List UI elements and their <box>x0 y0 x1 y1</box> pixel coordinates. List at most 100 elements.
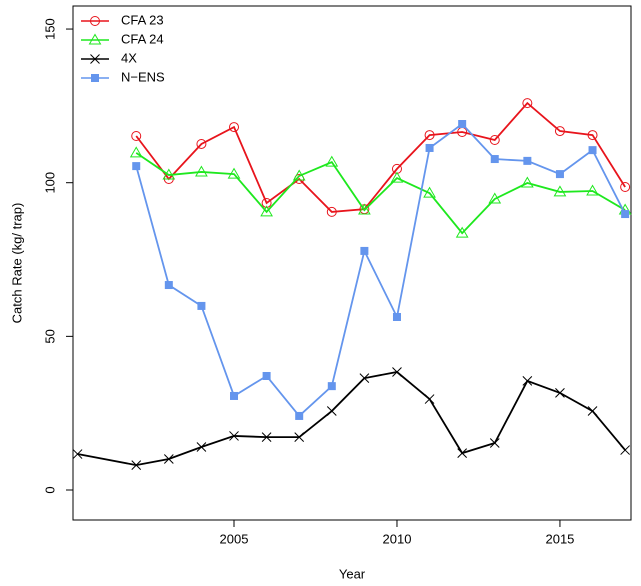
marker-shape <box>424 130 435 141</box>
marker <box>490 155 499 164</box>
marker <box>164 281 173 290</box>
marker <box>488 192 502 204</box>
marker <box>295 411 304 420</box>
marker <box>621 210 630 219</box>
marker-shape <box>72 449 83 459</box>
marker <box>262 371 271 380</box>
y-tick-label: 50 <box>42 329 57 343</box>
marker <box>72 449 83 459</box>
marker <box>326 206 337 217</box>
marker-shape <box>132 162 141 171</box>
marker <box>523 156 532 165</box>
marker-shape <box>621 210 630 219</box>
marker-shape <box>489 438 500 448</box>
marker-shape <box>586 184 599 196</box>
marker-shape <box>229 122 240 133</box>
marker-shape <box>162 168 176 180</box>
x-tick-label: 2005 <box>220 531 249 546</box>
marker <box>457 448 468 458</box>
marker-shape <box>325 155 339 167</box>
marker <box>132 162 141 171</box>
marker <box>360 246 369 255</box>
marker <box>392 367 402 377</box>
marker <box>520 176 534 188</box>
marker <box>327 382 336 391</box>
marker <box>88 33 102 45</box>
marker <box>390 171 404 183</box>
marker-shape <box>522 98 533 109</box>
marker <box>90 54 100 64</box>
marker-shape <box>522 376 533 386</box>
marker-shape <box>164 281 173 290</box>
x-axis-label: Year <box>339 566 366 581</box>
marker <box>195 165 208 177</box>
marker <box>229 431 239 441</box>
marker-shape <box>425 143 434 152</box>
marker-shape <box>489 134 500 145</box>
marker <box>555 170 564 179</box>
y-axis-label: Catch Rate (kg/ trap) <box>9 203 24 324</box>
marker-shape <box>129 146 143 158</box>
legend-label: 4X <box>121 50 137 65</box>
series-line <box>135 152 626 235</box>
marker-shape <box>295 411 304 420</box>
marker-shape <box>261 197 272 208</box>
marker <box>261 197 272 208</box>
marker-shape <box>260 205 273 217</box>
marker-shape <box>620 182 631 193</box>
marker <box>522 98 533 109</box>
marker-shape <box>262 371 271 380</box>
marker-shape <box>457 448 468 458</box>
y-tick-label: 100 <box>42 172 57 194</box>
marker-shape <box>588 146 597 155</box>
marker <box>91 74 99 82</box>
marker-shape <box>488 192 502 204</box>
marker <box>522 376 533 386</box>
marker <box>425 143 434 152</box>
marker-shape <box>90 16 100 26</box>
marker <box>227 167 241 179</box>
marker-shape <box>555 170 564 179</box>
legend-label: CFA 24 <box>121 31 164 46</box>
marker <box>555 388 565 398</box>
marker <box>229 122 240 133</box>
marker <box>587 130 598 141</box>
marker-shape <box>163 454 174 464</box>
marker-shape <box>458 120 467 129</box>
marker-shape <box>227 167 241 179</box>
marker-shape <box>326 206 337 217</box>
marker <box>326 406 337 416</box>
marker-shape <box>90 54 100 64</box>
marker <box>424 394 435 404</box>
marker <box>553 185 567 197</box>
marker-shape <box>230 391 239 400</box>
marker <box>358 203 371 215</box>
marker <box>129 146 143 158</box>
marker <box>197 301 206 310</box>
marker <box>489 134 500 145</box>
marker <box>359 373 370 384</box>
marker <box>588 146 597 155</box>
marker <box>620 445 630 455</box>
marker <box>587 406 598 416</box>
marker <box>489 438 500 448</box>
marker-shape <box>196 138 207 149</box>
marker-shape <box>294 432 305 443</box>
marker-shape <box>390 171 404 183</box>
marker-shape <box>555 388 565 398</box>
marker <box>620 182 631 193</box>
marker <box>325 155 339 167</box>
marker-shape <box>455 226 469 238</box>
series-line <box>77 371 626 467</box>
series-line <box>135 122 626 418</box>
marker <box>196 442 207 452</box>
marker <box>392 312 401 321</box>
marker <box>458 120 467 129</box>
y-tick-label: 0 <box>42 486 57 493</box>
marker-shape <box>197 301 206 310</box>
marker-shape <box>392 312 401 321</box>
legend-label: CFA 23 <box>121 12 164 27</box>
marker <box>424 130 435 141</box>
marker <box>230 391 239 400</box>
